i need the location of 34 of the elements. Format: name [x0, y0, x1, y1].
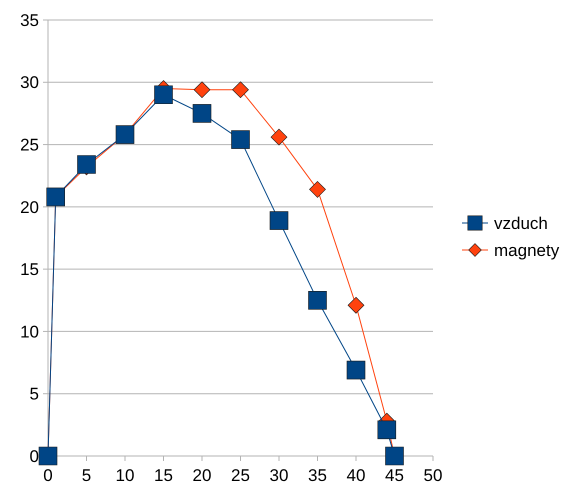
x-tick-label: 25	[231, 466, 250, 485]
legend-label: vzduch	[494, 214, 548, 233]
x-tick-label: 50	[424, 466, 442, 485]
point	[77, 155, 96, 174]
point	[192, 104, 212, 123]
point	[270, 211, 288, 230]
x-tick-label: 5	[82, 466, 92, 485]
y-tick-label: 30	[20, 73, 39, 92]
x-tick-label: 30	[270, 466, 288, 485]
x-tick-label: 10	[116, 466, 134, 485]
point	[309, 181, 326, 198]
x-tick-label: 45	[385, 466, 404, 485]
x-tick-label: 0	[43, 466, 53, 485]
y-tick-label: 10	[20, 322, 39, 342]
legend-label: magnety	[494, 240, 560, 260]
point	[231, 130, 250, 149]
point	[348, 296, 364, 314]
x-tick-label: 15	[154, 466, 173, 485]
point	[346, 360, 366, 380]
x-tick-label: 20	[192, 466, 212, 485]
y-tick-label: 5	[30, 384, 39, 404]
point	[308, 290, 327, 310]
y-tick-label: 25	[20, 136, 39, 155]
y-tick-label: 0	[30, 446, 39, 466]
point	[194, 81, 210, 98]
y-tick-label: 15	[20, 260, 39, 280]
x-tick-label: 40	[346, 466, 366, 485]
point	[378, 420, 396, 440]
x-tick-label: 35	[308, 466, 327, 485]
y-tick-label: 35	[20, 10, 39, 30]
point	[270, 128, 288, 146]
y-tick-label: 20	[20, 198, 39, 217]
point	[154, 85, 173, 104]
point	[232, 81, 249, 98]
